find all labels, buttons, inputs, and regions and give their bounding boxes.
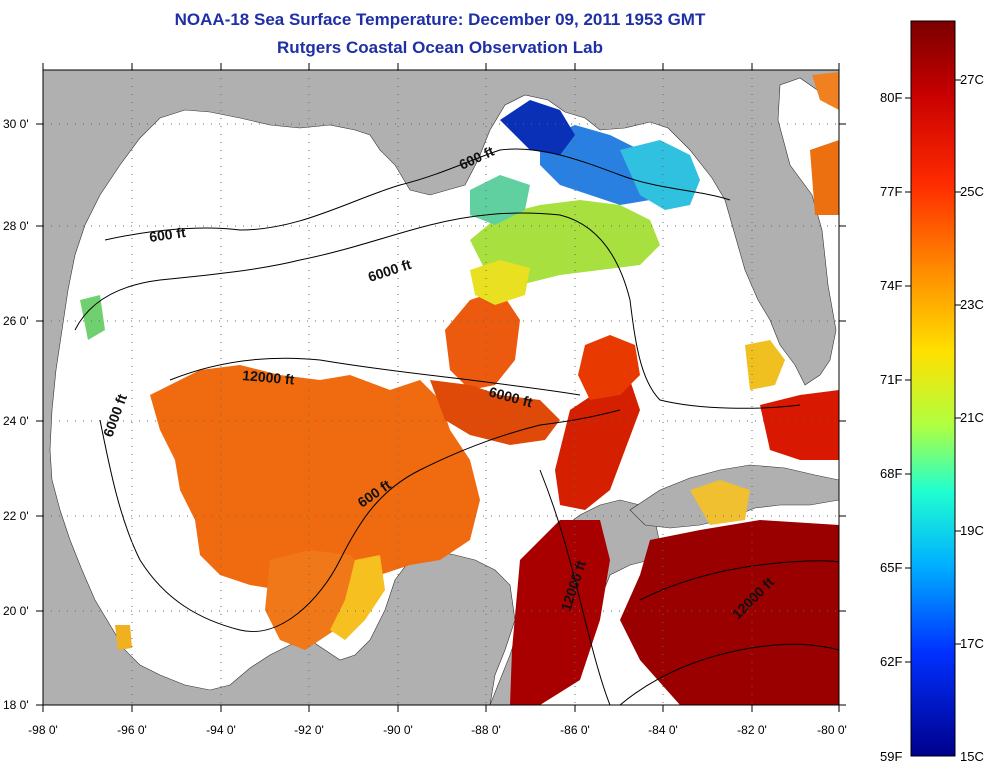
- axis-ticks: [36, 63, 846, 712]
- sst-florida-shelf: [745, 340, 785, 390]
- contour-label-600-west: 600 ft: [148, 224, 187, 245]
- land-us-gulf-coast: [43, 70, 839, 705]
- sst-yellow-bay: [330, 555, 385, 640]
- colorbar-c-label: 21C: [960, 410, 984, 425]
- sst-florida-orange: [810, 140, 839, 215]
- lon-label: -82 0': [737, 723, 767, 737]
- sst-north-orange: [445, 290, 520, 390]
- sst-texas-patch: [80, 295, 105, 340]
- sst-cool-blue: [540, 125, 660, 205]
- colorbar-c-label: 17C: [960, 636, 984, 651]
- colorbar-c-label: 15C: [960, 749, 984, 764]
- lon-label: -88 0': [471, 723, 501, 737]
- sst-yucatan-strait: [690, 480, 750, 525]
- lon-label: -94 0': [206, 723, 236, 737]
- colorbar-f-label: 80F: [880, 90, 902, 105]
- lon-label: -98 0': [28, 723, 58, 737]
- latitude-labels: 18 0' 20 0' 22 0' 24 0' 26 0' 28 0' 30 0…: [3, 117, 29, 712]
- sst-caribbean-east: [620, 520, 839, 705]
- sst-cyan-band: [620, 140, 700, 210]
- colorbar-c-label: 25C: [960, 184, 984, 199]
- lon-label: -86 0': [560, 723, 590, 737]
- sst-dark-blue: [500, 100, 575, 155]
- colorbar-f-label: 59F: [880, 749, 902, 764]
- map-frame: [42, 69, 840, 706]
- colorbar-c-label: 27C: [960, 72, 984, 87]
- lon-label: -80 0': [817, 723, 847, 737]
- lat-label: 22 0': [3, 509, 29, 523]
- longitude-labels: -98 0' -96 0' -94 0' -92 0' -90 0' -88 0…: [28, 723, 847, 737]
- sst-loop-north: [578, 335, 640, 400]
- colorbar-c-label: 19C: [960, 523, 984, 538]
- map-title: NOAA-18 Sea Surface Temperature: Decembe…: [174, 10, 706, 29]
- lon-label: -92 0': [294, 723, 324, 737]
- lon-label: -90 0': [383, 723, 413, 737]
- lat-label: 24 0': [3, 414, 29, 428]
- map-subtitle: Rutgers Coastal Ocean Observation Lab: [277, 38, 603, 57]
- colorbar-c-label: 23C: [960, 297, 984, 312]
- sst-loop-current: [555, 380, 640, 510]
- colorbar-f-label: 68F: [880, 466, 902, 481]
- sst-layer: [80, 72, 839, 705]
- sst-caribbean-warm: [510, 520, 610, 705]
- contour-label-12000-central: 12000 ft: [242, 367, 296, 388]
- sst-shelf-green: [470, 200, 660, 285]
- lat-label: 18 0': [3, 698, 29, 712]
- colorbar-f-label: 71F: [880, 372, 902, 387]
- sst-southwest-gulf: [265, 550, 370, 650]
- colorbar-f-label: 77F: [880, 184, 902, 199]
- lat-label: 28 0': [3, 219, 29, 233]
- colorbar-f-label: 74F: [880, 278, 902, 293]
- lon-label: -84 0': [648, 723, 678, 737]
- bathymetry-contours: [74, 148, 839, 705]
- sst-teal-west: [470, 175, 530, 225]
- colorbar: 80F 77F 74F 71F 68F 65F 62F 59F 27C 25C …: [880, 20, 984, 764]
- colorbar-f-label: 62F: [880, 654, 902, 669]
- sst-ne-corner: [812, 72, 839, 110]
- colorbar-gradient: [910, 20, 956, 757]
- lon-label: -96 0': [117, 723, 147, 737]
- lat-label: 30 0': [3, 117, 29, 131]
- lat-label: 26 0': [3, 314, 29, 328]
- sst-campeche-yellow: [115, 625, 132, 650]
- lat-label: 20 0': [3, 604, 29, 618]
- sst-shelf-yellow: [470, 260, 530, 305]
- sst-central-gulf: [150, 365, 480, 620]
- colorbar-f-label: 65F: [880, 560, 902, 575]
